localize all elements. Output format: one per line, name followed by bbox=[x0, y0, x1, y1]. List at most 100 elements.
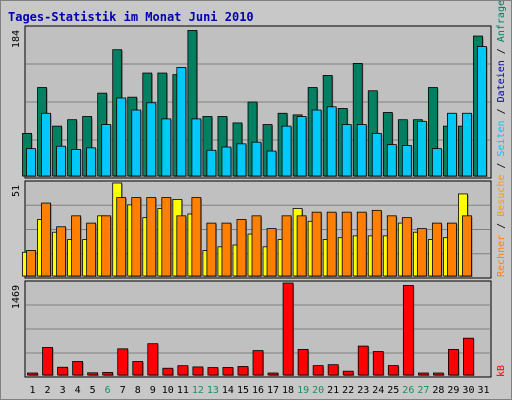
bar-besuche-day-3 bbox=[56, 226, 66, 277]
bar-besuche-day-10 bbox=[161, 197, 172, 277]
day-label-23: 23 bbox=[357, 385, 369, 396]
bar-kb-day-20 bbox=[312, 365, 324, 376]
legend-: / bbox=[496, 217, 507, 235]
day-label-24: 24 bbox=[372, 385, 384, 396]
day-label-12: 12 bbox=[192, 385, 204, 396]
bar-dateien-day-14 bbox=[221, 146, 232, 177]
bar-dateien-day-17 bbox=[266, 150, 277, 177]
bar-dateien-day-26 bbox=[401, 145, 412, 177]
day-label-9: 9 bbox=[150, 385, 156, 396]
bar-kb-day-17 bbox=[267, 372, 279, 376]
day-label-19: 19 bbox=[297, 385, 309, 396]
bar-dateien-day-7 bbox=[116, 97, 127, 177]
day-label-27: 27 bbox=[417, 385, 429, 396]
legend-: / bbox=[496, 157, 507, 175]
bar-kb-day-22 bbox=[342, 370, 354, 376]
bar-dateien-day-12 bbox=[191, 118, 202, 177]
bar-besuche-day-20 bbox=[311, 211, 322, 277]
legend-anfragen: Anfragen bbox=[496, 1, 507, 42]
day-label-28: 28 bbox=[432, 385, 444, 396]
bar-dateien-day-16 bbox=[251, 141, 262, 177]
bar-dateien-day-5 bbox=[86, 147, 97, 177]
ymax-label-middle: 51 bbox=[11, 185, 22, 197]
ymax-label-bottom: 1469 bbox=[11, 285, 22, 309]
bar-dateien-day-8 bbox=[131, 109, 142, 177]
bar-kb-day-26 bbox=[402, 285, 414, 376]
legend-: / bbox=[496, 102, 507, 120]
day-label-20: 20 bbox=[312, 385, 324, 396]
bar-dateien-day-21 bbox=[326, 106, 337, 177]
bar-dateien-day-28 bbox=[431, 148, 442, 177]
day-label-17: 17 bbox=[267, 385, 279, 396]
bar-kb-day-29 bbox=[448, 348, 459, 376]
bar-besuche-day-19 bbox=[296, 215, 307, 277]
day-label-26: 26 bbox=[402, 385, 414, 396]
bar-besuche-day-1 bbox=[26, 250, 36, 277]
legend-: / bbox=[496, 42, 507, 60]
bar-besuche-day-2 bbox=[41, 202, 51, 277]
legend-kb: kB bbox=[496, 365, 507, 377]
bar-kb-day-30 bbox=[463, 337, 474, 376]
bar-besuche-day-5 bbox=[86, 222, 97, 277]
bar-besuche-day-15 bbox=[236, 219, 247, 277]
day-label-22: 22 bbox=[342, 385, 354, 396]
day-label-4: 4 bbox=[75, 385, 81, 396]
bar-kb-day-14 bbox=[222, 367, 234, 376]
legend-rechner: Rechner bbox=[496, 235, 507, 277]
day-label-14: 14 bbox=[222, 385, 234, 396]
bar-dateien-day-20 bbox=[311, 109, 322, 177]
bar-dateien-day-9 bbox=[146, 102, 157, 177]
bar-dateien-day-30 bbox=[462, 112, 472, 177]
bar-kb-day-24 bbox=[372, 351, 384, 376]
bar-dateien-day-6 bbox=[101, 124, 112, 177]
day-label-29: 29 bbox=[447, 385, 459, 396]
bar-besuche-day-13 bbox=[206, 222, 217, 277]
bar-besuche-day-28 bbox=[431, 222, 442, 277]
bar-kb-day-2 bbox=[42, 347, 53, 376]
bar-kb-day-23 bbox=[357, 345, 369, 376]
bar-besuche-day-27 bbox=[416, 228, 427, 277]
bar-besuche-day-11 bbox=[176, 215, 187, 277]
day-label-13: 13 bbox=[207, 385, 219, 396]
bar-dateien-day-1 bbox=[26, 148, 36, 177]
legend-seiten: Seiten bbox=[496, 120, 507, 156]
bar-dateien-day-19 bbox=[296, 116, 307, 177]
bar-kb-day-15 bbox=[237, 366, 249, 376]
bar-besuche-day-26 bbox=[401, 217, 412, 277]
bar-kb-day-7 bbox=[117, 348, 129, 376]
day-label-31: 31 bbox=[477, 385, 489, 396]
bar-kb-day-25 bbox=[387, 365, 399, 376]
bar-dateien-day-18 bbox=[281, 125, 292, 177]
bar-besuche-day-14 bbox=[221, 222, 232, 277]
bar-kb-day-6 bbox=[102, 372, 114, 376]
legend-dateien: Dateien bbox=[496, 60, 507, 102]
bar-kb-day-12 bbox=[192, 366, 204, 376]
bar-dateien-day-24 bbox=[371, 132, 382, 177]
bar-kb-day-8 bbox=[132, 361, 144, 376]
bar-besuche-day-6 bbox=[101, 215, 112, 277]
day-label-1: 1 bbox=[30, 385, 36, 396]
bar-besuche-day-17 bbox=[266, 228, 277, 277]
bar-kb-day-4 bbox=[72, 361, 84, 376]
bar-kb-day-11 bbox=[177, 365, 189, 376]
day-label-21: 21 bbox=[327, 385, 339, 396]
bar-dateien-day-27 bbox=[416, 120, 427, 177]
bar-kb-day-13 bbox=[207, 367, 219, 376]
bar-dateien-day-3 bbox=[56, 145, 66, 177]
bar-besuche-day-12 bbox=[191, 197, 202, 277]
bar-besuche-day-24 bbox=[371, 209, 382, 277]
bar-dateien-day-25 bbox=[386, 144, 397, 177]
day-label-8: 8 bbox=[135, 385, 141, 396]
chart-title: Tages-Statistik im Monat Juni 2010 bbox=[8, 10, 254, 24]
bar-besuche-day-23 bbox=[356, 211, 367, 277]
day-label-25: 25 bbox=[387, 385, 399, 396]
bar-dateien-day-31 bbox=[477, 46, 487, 177]
day-label-11: 11 bbox=[177, 385, 189, 396]
bar-besuche-day-4 bbox=[71, 215, 82, 277]
bar-dateien-day-29 bbox=[447, 112, 457, 177]
day-label-5: 5 bbox=[90, 385, 96, 396]
side-legend: Rechner / Besuche / Seiten / Dateien / A… bbox=[496, 1, 507, 277]
bar-kb-day-5 bbox=[87, 372, 99, 376]
bar-besuche-day-18 bbox=[281, 215, 292, 277]
